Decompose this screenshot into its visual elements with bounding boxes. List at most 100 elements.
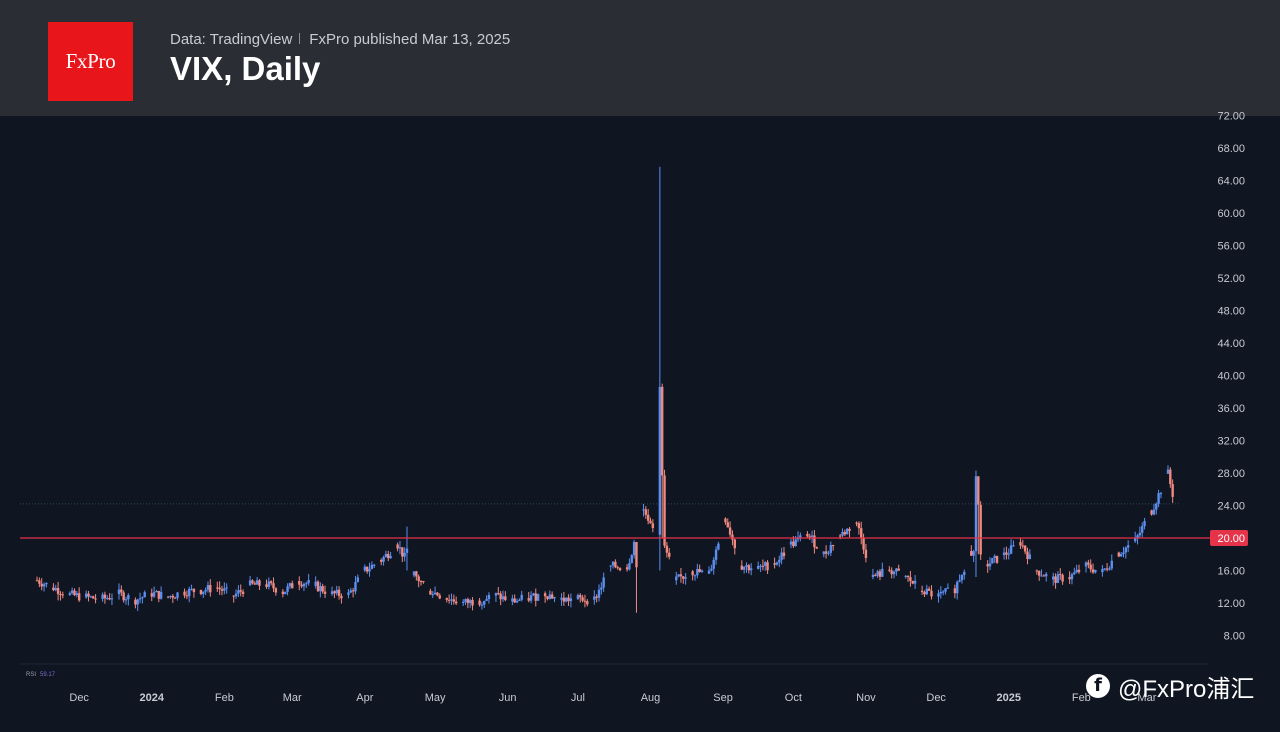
x-tick-label: Nov xyxy=(856,692,876,704)
candle-body xyxy=(569,598,573,602)
y-tick-label: 32.00 xyxy=(1217,436,1245,448)
candle-body xyxy=(241,591,245,595)
candle-body xyxy=(504,596,507,601)
candle-body xyxy=(258,580,261,586)
candle-body xyxy=(707,570,711,574)
candle-body xyxy=(920,590,924,592)
candle-body xyxy=(265,584,268,587)
candle-body xyxy=(822,551,825,555)
candle-body xyxy=(54,588,57,591)
candle-body xyxy=(70,590,74,594)
candle-body xyxy=(1126,545,1130,548)
candle-body xyxy=(478,600,481,605)
candle-body xyxy=(1002,552,1006,556)
candle-body xyxy=(220,589,224,591)
candle-body xyxy=(642,509,645,511)
y-tick-label: 8.00 xyxy=(1224,631,1245,643)
x-tick-label: Dec xyxy=(926,692,946,704)
candle-body xyxy=(347,592,350,595)
x-tick-label: Feb xyxy=(1072,692,1091,704)
candle-body xyxy=(696,569,699,576)
candle-body xyxy=(323,591,327,594)
candle-body xyxy=(829,545,832,553)
candle-body xyxy=(351,590,355,592)
candle-body xyxy=(134,599,137,605)
candle-body xyxy=(595,596,598,598)
candle-body xyxy=(288,583,292,587)
candle-body xyxy=(1084,562,1088,567)
candle-body xyxy=(1117,552,1121,557)
candle-body xyxy=(487,594,491,600)
candle-body xyxy=(225,587,228,589)
candle-body xyxy=(1124,547,1128,553)
candle-body xyxy=(1171,484,1174,497)
candle-body xyxy=(923,591,926,595)
candle-body xyxy=(124,599,128,601)
candle-body xyxy=(927,588,931,591)
candle-body xyxy=(35,580,39,582)
candle-body xyxy=(780,552,783,560)
candle-body xyxy=(649,520,652,524)
candle-body xyxy=(412,571,416,576)
candle-body xyxy=(831,545,835,547)
candle-body xyxy=(565,597,568,602)
candle-body xyxy=(75,593,79,596)
x-tick-label: Jun xyxy=(499,692,517,704)
candle-body xyxy=(536,593,540,601)
candle-body xyxy=(974,476,978,552)
candle-body xyxy=(616,567,619,569)
candle-body xyxy=(483,600,486,605)
candle-body xyxy=(127,594,130,600)
candle-body xyxy=(1054,576,1057,583)
candle-body xyxy=(1007,553,1010,555)
candle-body xyxy=(630,555,633,563)
candle-body xyxy=(813,535,816,548)
y-tick-label: 48.00 xyxy=(1217,306,1245,318)
candle-body xyxy=(92,596,95,599)
candle-body xyxy=(953,588,957,594)
rsi-value: 59.17 xyxy=(40,672,56,678)
candle-body xyxy=(68,593,72,595)
candle-body xyxy=(864,549,868,558)
candle-body xyxy=(824,551,828,554)
candle-body xyxy=(73,590,76,596)
candle-body xyxy=(972,551,975,556)
candle-body xyxy=(808,536,811,538)
candle-body xyxy=(1150,510,1153,515)
candle-body xyxy=(749,568,753,571)
candle-body xyxy=(59,594,62,596)
candle-body xyxy=(874,574,877,576)
candle-body xyxy=(373,564,376,566)
candle-body xyxy=(56,588,60,595)
candle-body xyxy=(141,597,144,599)
candle-body xyxy=(1136,535,1139,539)
candle-body xyxy=(103,594,107,599)
y-tick-label: 68.00 xyxy=(1217,143,1245,155)
candle-body xyxy=(302,583,306,587)
y-tick-label: 12.00 xyxy=(1217,598,1245,610)
x-tick-label: Aug xyxy=(641,692,661,704)
candle-body xyxy=(724,518,727,523)
candle-body xyxy=(773,563,776,565)
candle-body xyxy=(1061,574,1064,582)
candle-body xyxy=(1087,562,1090,565)
candle-body xyxy=(815,547,818,549)
candle-body xyxy=(794,539,797,547)
candle-body xyxy=(909,577,912,582)
candle-body xyxy=(363,566,367,571)
candle-body xyxy=(848,528,851,531)
y-tick-label: 64.00 xyxy=(1217,176,1245,188)
x-tick-label: Apr xyxy=(356,692,373,704)
candle-body xyxy=(291,583,294,589)
candle-body xyxy=(1101,568,1104,573)
candle-body xyxy=(38,580,41,584)
candle-body xyxy=(1026,551,1029,560)
candle-body xyxy=(602,577,605,588)
candle-body xyxy=(248,580,252,586)
candle-body xyxy=(1042,575,1046,577)
candle-body xyxy=(567,597,570,602)
candle-body xyxy=(532,593,535,596)
candle-body xyxy=(897,568,900,571)
candle-body xyxy=(740,565,744,570)
